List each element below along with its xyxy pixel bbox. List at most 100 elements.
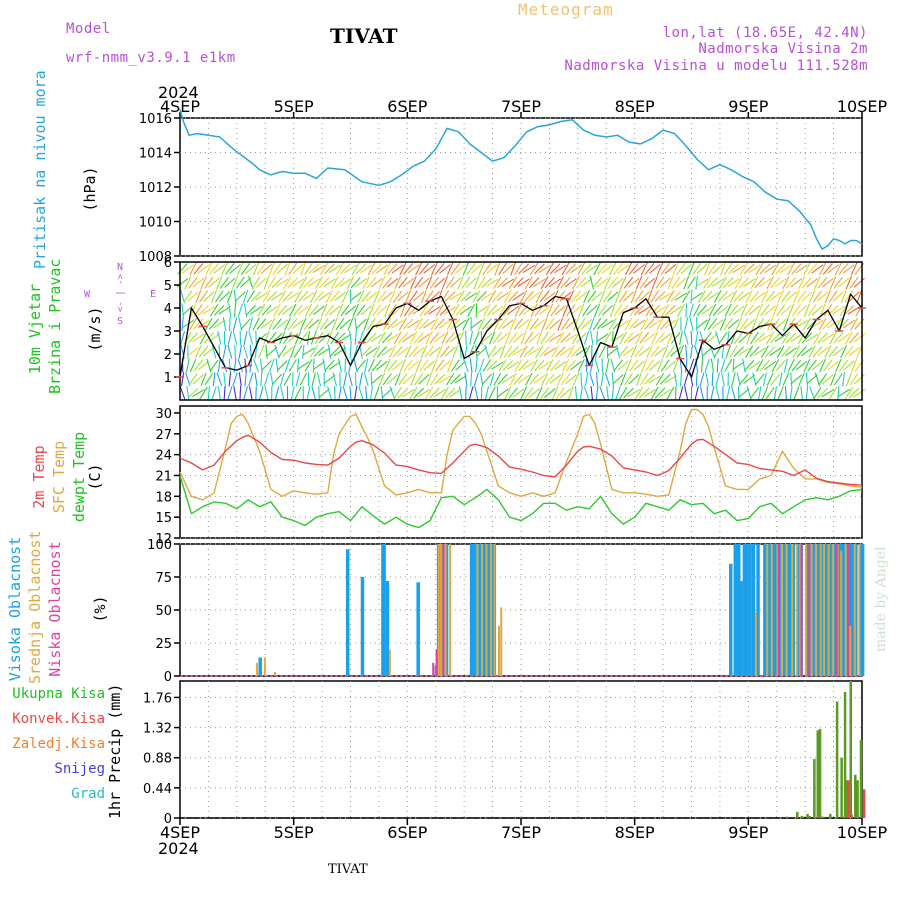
wind-barb — [487, 345, 497, 358]
wind-barb — [499, 344, 506, 359]
wind-barb — [213, 264, 226, 274]
precip-total-bar — [849, 681, 852, 818]
wind-barb — [212, 372, 216, 387]
wind-barb — [272, 318, 282, 330]
wind-barb — [771, 262, 780, 276]
wind-barb — [357, 289, 365, 304]
wind-barb — [282, 331, 293, 344]
wind-barb — [497, 277, 508, 289]
wind-barb — [628, 277, 640, 288]
wind-barb — [202, 346, 215, 357]
wind-barb — [436, 345, 444, 359]
wind-barb — [470, 372, 473, 387]
wind-barb — [312, 264, 326, 273]
wind-barb — [303, 277, 314, 289]
wind-barb — [806, 374, 818, 385]
wind-barb — [603, 331, 612, 345]
wind-barb — [419, 359, 429, 372]
wind-barb — [365, 386, 368, 401]
wind-barb — [419, 304, 429, 317]
wind-barb — [199, 386, 208, 400]
wind-barb — [181, 317, 184, 332]
wind-barb — [187, 387, 199, 399]
wind-barb — [788, 303, 795, 317]
wind-barb — [704, 358, 710, 373]
wind-barb — [508, 290, 519, 303]
wind-barb — [311, 372, 316, 387]
wind-barb — [529, 318, 539, 331]
wind-barb — [315, 317, 323, 331]
wind-barb — [524, 331, 534, 345]
wind-barb — [755, 359, 764, 372]
wind-barb — [263, 275, 270, 290]
wind-barb — [543, 347, 557, 356]
wind-barb — [694, 386, 699, 401]
wind-barb — [472, 290, 481, 303]
wind-barb — [330, 331, 340, 345]
cloud-high-bar — [258, 657, 262, 676]
wind-barb — [579, 386, 583, 401]
wind-barb — [728, 263, 739, 275]
wind-barb — [840, 289, 847, 304]
wind-barb — [382, 276, 393, 289]
precip-total-bar — [806, 813, 809, 818]
wind-barb — [508, 387, 518, 399]
wind-barb — [428, 306, 441, 315]
wind-barb — [632, 319, 646, 329]
wind-barb — [650, 290, 660, 303]
wind-barb — [523, 290, 534, 303]
cloud-high-bar — [729, 563, 733, 676]
wind-barb — [808, 345, 816, 359]
wind-barb — [225, 263, 235, 275]
wind-barb — [441, 331, 449, 345]
wind-barb — [667, 331, 674, 345]
wind-barb — [478, 317, 486, 331]
wind-barb — [344, 305, 357, 316]
wind-barb — [522, 264, 536, 273]
wind-barb — [842, 372, 846, 387]
wind-barb — [803, 358, 811, 373]
wind-barb — [748, 305, 761, 316]
wind-barb — [394, 276, 402, 290]
wind-barb — [360, 305, 372, 316]
pressure-ytick-label: 1008 — [139, 250, 172, 265]
precip-convective-bar — [846, 780, 850, 818]
wind-barb — [541, 372, 549, 386]
wind-barb — [829, 331, 837, 345]
wind-barb — [791, 359, 802, 372]
wind-barb — [232, 317, 238, 332]
wind-barb — [612, 374, 624, 385]
wind-barb — [738, 332, 750, 344]
wind-barb — [844, 386, 853, 400]
wind-barb — [292, 263, 304, 275]
compass-west: W — [84, 289, 91, 300]
wind-barb — [344, 264, 357, 274]
wind-barb — [664, 263, 677, 274]
wind-barb — [445, 276, 455, 289]
wind-barb — [549, 374, 561, 385]
wind-barb — [187, 332, 199, 344]
wind-barb — [729, 290, 738, 303]
wind-barb — [738, 388, 750, 398]
cloud-high-bar — [763, 544, 767, 676]
wind-barb — [217, 330, 222, 345]
wind-barb — [700, 358, 704, 373]
wind-barb — [378, 276, 386, 290]
wind-barb — [786, 276, 797, 289]
wind-barb — [688, 262, 695, 276]
wind-barb — [550, 304, 560, 317]
wind-barb — [710, 386, 715, 401]
wind-barb — [425, 276, 433, 290]
wind-barb — [813, 331, 822, 345]
wind-barb — [414, 317, 423, 331]
wind-barb — [481, 373, 493, 385]
wind-barb — [853, 333, 866, 343]
pressure-ytick-label: 1010 — [139, 216, 172, 231]
lonlat-label: lon,lat (18.65E, 42.4N) — [662, 25, 868, 41]
wind-barb — [602, 305, 614, 316]
wind-barb — [727, 278, 740, 287]
wind-barb — [497, 318, 508, 330]
wind-barb — [209, 359, 219, 372]
precip-total-bar — [816, 730, 820, 818]
wind-barb — [299, 372, 308, 386]
